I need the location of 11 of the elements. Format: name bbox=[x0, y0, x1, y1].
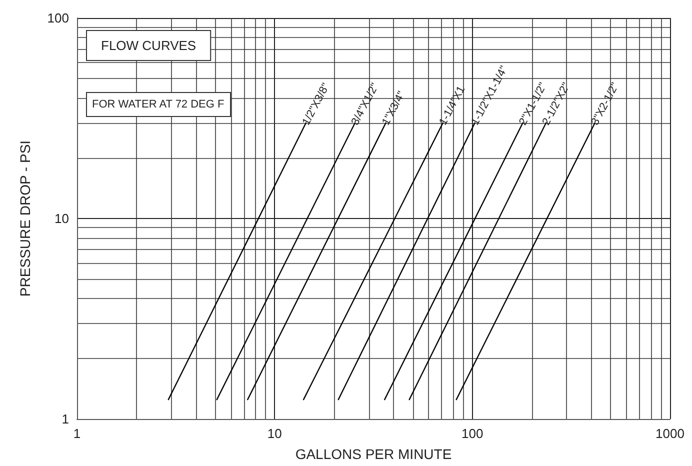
x-tick-label: 10 bbox=[267, 426, 282, 441]
y-axis-title: PRESSURE DROP - PSI bbox=[17, 140, 33, 297]
annotation: FLOW CURVES bbox=[101, 38, 196, 53]
x-tick-label: 1000 bbox=[656, 426, 684, 441]
x-tick-label: 1 bbox=[73, 426, 81, 441]
y-tick-label: 10 bbox=[54, 211, 69, 226]
annotation: FOR WATER AT 72 DEG F bbox=[92, 98, 224, 110]
y-tick-label: 100 bbox=[47, 10, 69, 26]
y-tick-label: 1 bbox=[62, 412, 69, 426]
x-tick-label: 100 bbox=[461, 426, 484, 441]
x-axis-title: GALLONS PER MINUTE bbox=[295, 446, 452, 462]
